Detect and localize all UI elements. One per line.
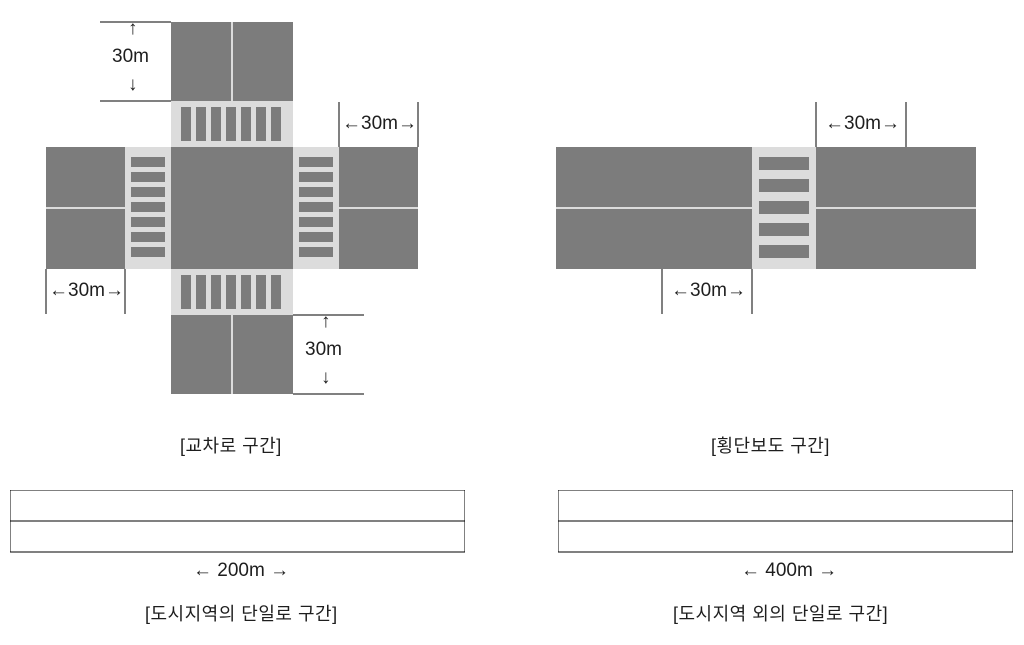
urban-single-diagram: ← 200m → [도시지역의 단일로 구간] xyxy=(10,490,465,630)
intersection-dim-top-down-arrow: ↓ xyxy=(128,74,138,96)
nonurban-single-svg xyxy=(558,490,1013,554)
urban-single-length: ← 200m → xyxy=(193,560,289,582)
intersection-dim-top-up-arrow: ↑ xyxy=(128,18,138,40)
pedestrian-svg xyxy=(556,100,986,420)
pedestrian-dim-top: ←30m→ xyxy=(825,113,900,135)
intersection-caption: [교차로 구간] xyxy=(180,432,282,458)
intersection-dim-left: ←30m→ xyxy=(49,280,124,302)
urban-single-caption: [도시지역의 단일로 구간] xyxy=(145,600,338,626)
intersection-dim-top: 30m xyxy=(112,46,149,68)
intersection-dim-right: ←30m→ xyxy=(342,113,417,135)
intersection-dim-bottom-up-arrow: ↑ xyxy=(321,311,331,333)
intersection-svg xyxy=(0,0,480,430)
pedestrian-diagram: ←30m→ ←30m→ [횡단보도 구간] xyxy=(556,0,986,470)
nonurban-single-caption: [도시지역 외의 단일로 구간] xyxy=(673,600,888,626)
nonurban-single-diagram: ← 400m → [도시지역 외의 단일로 구간] xyxy=(558,490,1013,630)
urban-single-svg xyxy=(10,490,465,554)
intersection-dim-bottom-down-arrow: ↓ xyxy=(321,367,331,389)
nonurban-single-length: ← 400m → xyxy=(741,560,837,582)
intersection-diagram: ↑ 30m ↓ ←30m→ ↑ 30m ↓ ←30m→ [교차로 구간] xyxy=(0,0,480,470)
pedestrian-dim-bottom: ←30m→ xyxy=(671,280,746,302)
pedestrian-caption: [횡단보도 구간] xyxy=(711,432,830,458)
intersection-dim-bottom: 30m xyxy=(305,339,342,361)
